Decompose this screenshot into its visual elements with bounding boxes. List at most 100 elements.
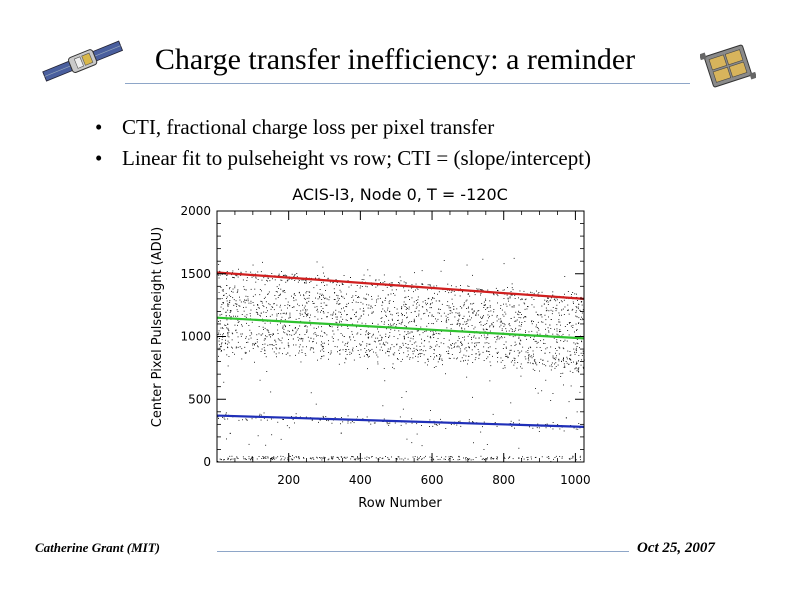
data-point xyxy=(251,333,253,335)
data-point xyxy=(489,305,491,307)
data-point xyxy=(295,354,296,356)
data-point xyxy=(227,333,229,335)
data-point xyxy=(403,301,405,303)
data-point xyxy=(367,307,369,309)
data-point xyxy=(284,457,286,459)
data-point xyxy=(475,314,476,316)
data-point xyxy=(380,346,382,348)
data-point xyxy=(276,286,278,288)
data-point xyxy=(459,295,461,297)
data-point xyxy=(313,348,314,350)
data-point xyxy=(486,329,488,331)
data-point xyxy=(479,353,481,355)
data-point xyxy=(413,350,415,352)
data-point xyxy=(486,358,488,360)
data-point xyxy=(409,321,411,323)
data-point xyxy=(451,290,453,292)
data-point xyxy=(256,334,258,336)
data-point xyxy=(446,318,447,320)
data-point xyxy=(436,320,438,322)
data-point xyxy=(401,308,402,310)
data-point xyxy=(263,311,265,313)
data-point xyxy=(250,459,251,461)
data-point xyxy=(330,314,332,316)
data-point xyxy=(339,350,340,351)
data-point xyxy=(329,296,331,298)
data-point xyxy=(228,294,230,296)
data-point xyxy=(552,310,554,312)
data-point xyxy=(437,293,438,295)
data-point xyxy=(359,317,361,319)
data-point xyxy=(260,315,261,317)
data-point xyxy=(561,360,562,362)
data-point xyxy=(237,341,239,343)
data-point xyxy=(343,275,345,276)
data-point xyxy=(564,339,566,341)
data-point xyxy=(534,361,536,362)
data-point xyxy=(323,355,325,357)
data-point xyxy=(375,279,377,281)
data-point xyxy=(541,390,543,392)
data-point xyxy=(285,353,287,355)
data-point xyxy=(240,272,242,274)
data-point xyxy=(502,360,504,361)
data-point xyxy=(222,302,224,304)
data-point xyxy=(332,330,334,332)
data-point xyxy=(380,340,382,341)
data-point xyxy=(419,349,421,351)
data-point xyxy=(321,326,322,328)
data-point xyxy=(317,292,319,294)
data-point xyxy=(272,307,274,308)
data-point xyxy=(324,332,326,334)
data-point xyxy=(475,342,477,344)
data-point xyxy=(469,319,471,321)
data-point xyxy=(492,326,494,328)
data-point xyxy=(399,353,400,354)
data-point xyxy=(337,329,339,331)
data-point xyxy=(316,457,318,459)
data-point xyxy=(304,282,306,283)
data-point xyxy=(429,312,431,314)
data-point xyxy=(455,286,457,288)
data-point xyxy=(541,305,543,307)
data-point xyxy=(363,313,365,315)
y-tick-label: 2000 xyxy=(180,204,211,218)
data-point xyxy=(541,291,543,293)
bullet-text: Linear fit to pulseheight vs row; CTI = … xyxy=(122,146,592,170)
data-point xyxy=(445,321,447,323)
data-point xyxy=(411,287,412,289)
data-point xyxy=(226,296,228,298)
data-point xyxy=(510,361,512,363)
data-point xyxy=(455,312,457,314)
data-point xyxy=(218,347,220,349)
data-point xyxy=(238,321,240,323)
data-point xyxy=(247,300,249,302)
data-point xyxy=(226,327,228,329)
data-point xyxy=(514,345,516,346)
data-point xyxy=(535,456,537,458)
data-point xyxy=(293,457,295,459)
data-point xyxy=(267,294,269,295)
data-point xyxy=(440,315,442,317)
data-point xyxy=(263,456,265,458)
data-point xyxy=(342,341,344,343)
data-point xyxy=(294,327,296,329)
data-point xyxy=(532,350,534,352)
data-point xyxy=(321,356,322,358)
y-axis-label: Center Pixel Pulseheight (ADU) xyxy=(150,227,165,427)
data-point xyxy=(346,314,348,315)
data-point xyxy=(265,356,267,358)
data-point xyxy=(433,337,435,338)
data-point xyxy=(518,329,519,331)
data-point xyxy=(224,459,225,461)
data-point xyxy=(330,352,332,354)
data-point xyxy=(392,353,394,355)
data-point xyxy=(257,314,259,315)
data-point xyxy=(250,315,251,317)
data-point xyxy=(291,307,293,308)
data-point xyxy=(555,310,557,312)
data-point xyxy=(447,353,449,354)
data-point xyxy=(419,457,420,459)
data-point xyxy=(264,343,266,345)
data-point xyxy=(506,355,508,357)
